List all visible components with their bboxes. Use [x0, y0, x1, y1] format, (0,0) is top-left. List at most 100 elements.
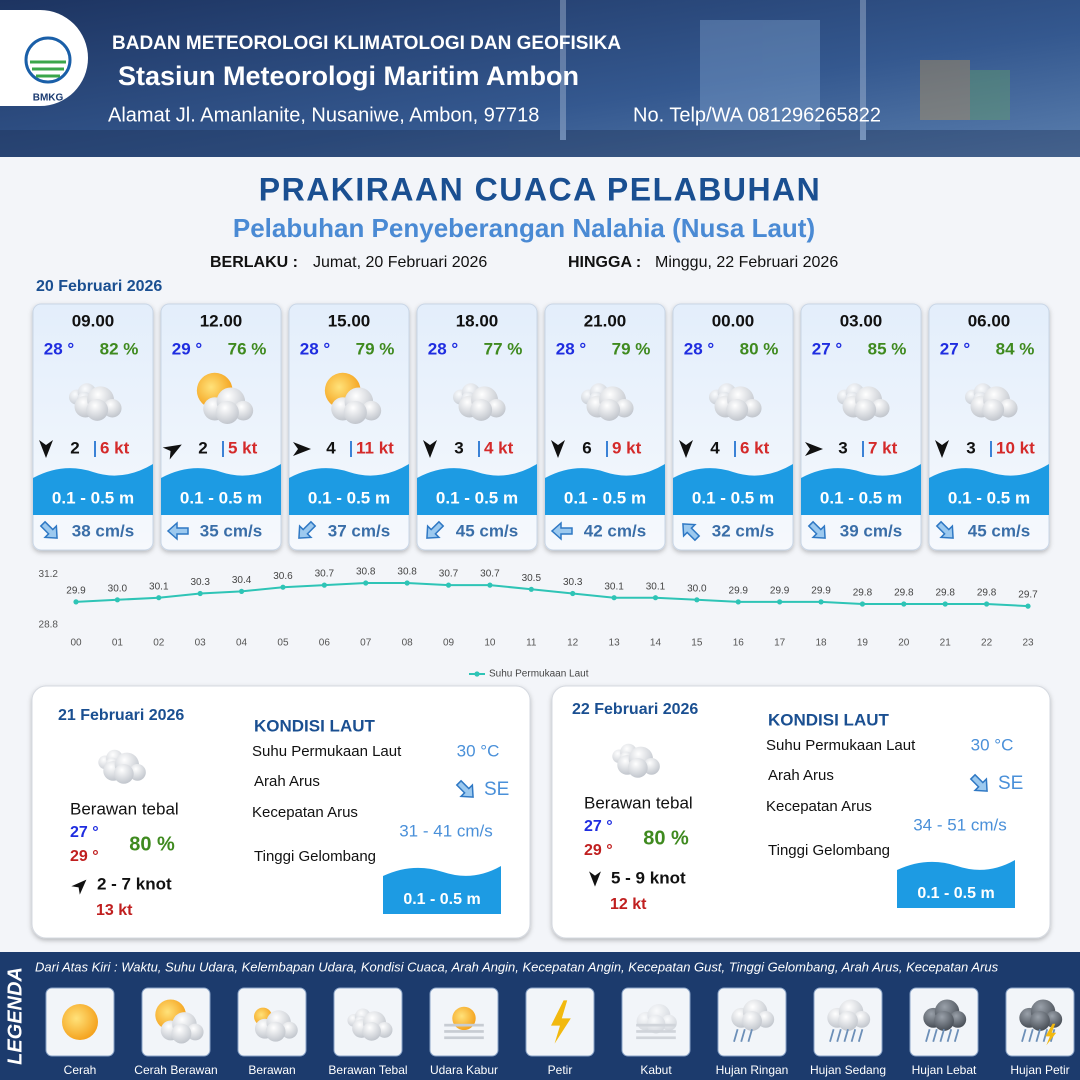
sst-value-label: 29.9 — [66, 586, 86, 597]
wind-arrow — [71, 879, 87, 895]
weather-icon — [1019, 999, 1063, 1046]
weather-icon — [98, 749, 146, 784]
weather-icon — [965, 383, 1018, 421]
x-tick-label: 21 — [940, 638, 952, 649]
sst-value: 30 °C — [457, 741, 500, 760]
x-tick-label: 09 — [443, 638, 455, 649]
weather-icon — [612, 743, 660, 778]
fog-line — [636, 1030, 676, 1033]
card-gust: 7 kt — [868, 438, 898, 457]
x-tick-label: 17 — [774, 638, 786, 649]
wave-band — [801, 464, 921, 515]
wave-label: Tinggi Gelombang — [768, 842, 890, 859]
weather-icon — [827, 999, 871, 1043]
x-tick-label: 07 — [360, 638, 372, 649]
cloud — [923, 999, 967, 1031]
legend-title: LEGENDA — [4, 967, 26, 1065]
card-current: 42 cm/s — [584, 521, 646, 540]
x-tick-label: 23 — [1022, 638, 1034, 649]
card-wind: 3 — [966, 438, 975, 457]
current-arrow — [426, 520, 445, 539]
phone: No. Telp/WA 081296265822 — [633, 104, 881, 126]
card-temp: 27 ° — [812, 339, 843, 358]
sst-value-label: 30.6 — [273, 571, 293, 582]
rain-drop — [836, 1028, 842, 1043]
fog-line — [636, 1036, 676, 1040]
haze-line — [444, 1030, 484, 1033]
card-wind: 4 — [326, 438, 336, 457]
sst-value-label: 30.4 — [232, 575, 252, 586]
wind-arrow — [39, 440, 53, 458]
sst-value-label: 29.9 — [811, 586, 831, 597]
card-current: 39 cm/s — [840, 521, 902, 540]
weather-icon — [347, 1008, 393, 1041]
wind-arrow — [162, 444, 182, 460]
card-time: 12.00 — [200, 311, 243, 330]
org-name: BADAN METEOROLOGI KLIMATOLOGI DAN GEOFIS… — [112, 33, 621, 54]
cloud-puff — [742, 1010, 762, 1031]
sst-label: Suhu Permukaan Laut — [766, 737, 916, 754]
sst-value-label: 30.8 — [356, 567, 376, 578]
wave-label: Tinggi Gelombang — [254, 848, 376, 865]
legend-item-label: Petir — [548, 1063, 573, 1077]
sst-point — [114, 597, 120, 603]
day-date: 20 Februari 2026 — [36, 278, 162, 295]
weather-icon — [254, 1007, 298, 1042]
sst-value-label: 29.8 — [935, 588, 955, 599]
sst-value-label: 29.9 — [770, 586, 790, 597]
legend-item-label: Hujan Petir — [1010, 1063, 1069, 1077]
card-wave: 0.1 - 0.5 m — [308, 488, 390, 507]
weather-icon — [731, 999, 775, 1043]
card-temp: 28 ° — [44, 339, 75, 358]
day-wind: 5 - 9 knot — [611, 868, 686, 887]
weather-icon — [324, 372, 382, 425]
day-humidity: 80 % — [129, 833, 175, 855]
x-tick-label: 05 — [277, 638, 289, 649]
cloud-puff — [726, 399, 749, 421]
sst-value-label: 30.8 — [397, 567, 417, 578]
wave-band — [673, 464, 793, 515]
card-time: 03.00 — [840, 311, 883, 330]
cloud-puff — [113, 764, 134, 784]
x-tick-label: 06 — [319, 638, 331, 649]
wave-band — [33, 464, 153, 515]
x-tick-label: 13 — [609, 638, 621, 649]
sst-value-label: 29.8 — [894, 588, 914, 599]
day-humidity: 80 % — [643, 827, 689, 849]
sst-value-label: 30.3 — [190, 577, 210, 588]
rain-drop — [1021, 1028, 1027, 1043]
cloud — [636, 1004, 677, 1034]
card-gust: 5 kt — [228, 438, 258, 457]
card-gust: 11 kt — [356, 438, 394, 457]
cloud — [714, 386, 762, 421]
cloud — [74, 386, 122, 421]
legend-item-label: Berawan Tebal — [328, 1063, 407, 1077]
legend-dot — [474, 671, 480, 677]
current-speed-label: Kecepatan Arus — [766, 798, 872, 815]
sst-value-label: 30.0 — [108, 583, 128, 594]
card-current: 32 cm/s — [712, 521, 774, 540]
current-dir-label: Arah Arus — [768, 767, 834, 784]
cloud — [731, 999, 775, 1031]
sst-value-label: 30.3 — [563, 577, 583, 588]
current-dir: SE — [998, 773, 1023, 794]
current-arrow — [935, 520, 954, 539]
legend-item-label: Hujan Sedang — [810, 1063, 886, 1077]
card-current: 35 cm/s — [200, 521, 262, 540]
cloud — [842, 386, 890, 421]
sst-point — [818, 599, 824, 605]
sst-point — [652, 595, 659, 601]
current-speed-label: Kecepatan Arus — [252, 804, 358, 821]
card-wave: 0.1 - 0.5 m — [436, 488, 518, 507]
card-wave: 0.1 - 0.5 m — [52, 488, 134, 507]
wave-band — [929, 464, 1049, 515]
wave-band — [545, 464, 665, 515]
y-tick-label: 31.2 — [39, 569, 59, 580]
cloud-puff — [362, 1022, 381, 1041]
x-tick-label: 04 — [236, 638, 248, 649]
cloud-puff — [171, 1023, 192, 1044]
day-condition: Berawan tebal — [584, 793, 693, 812]
logo-lines — [30, 60, 66, 78]
cloud — [203, 387, 254, 425]
day-date: 21 Februari 2026 — [58, 707, 184, 724]
